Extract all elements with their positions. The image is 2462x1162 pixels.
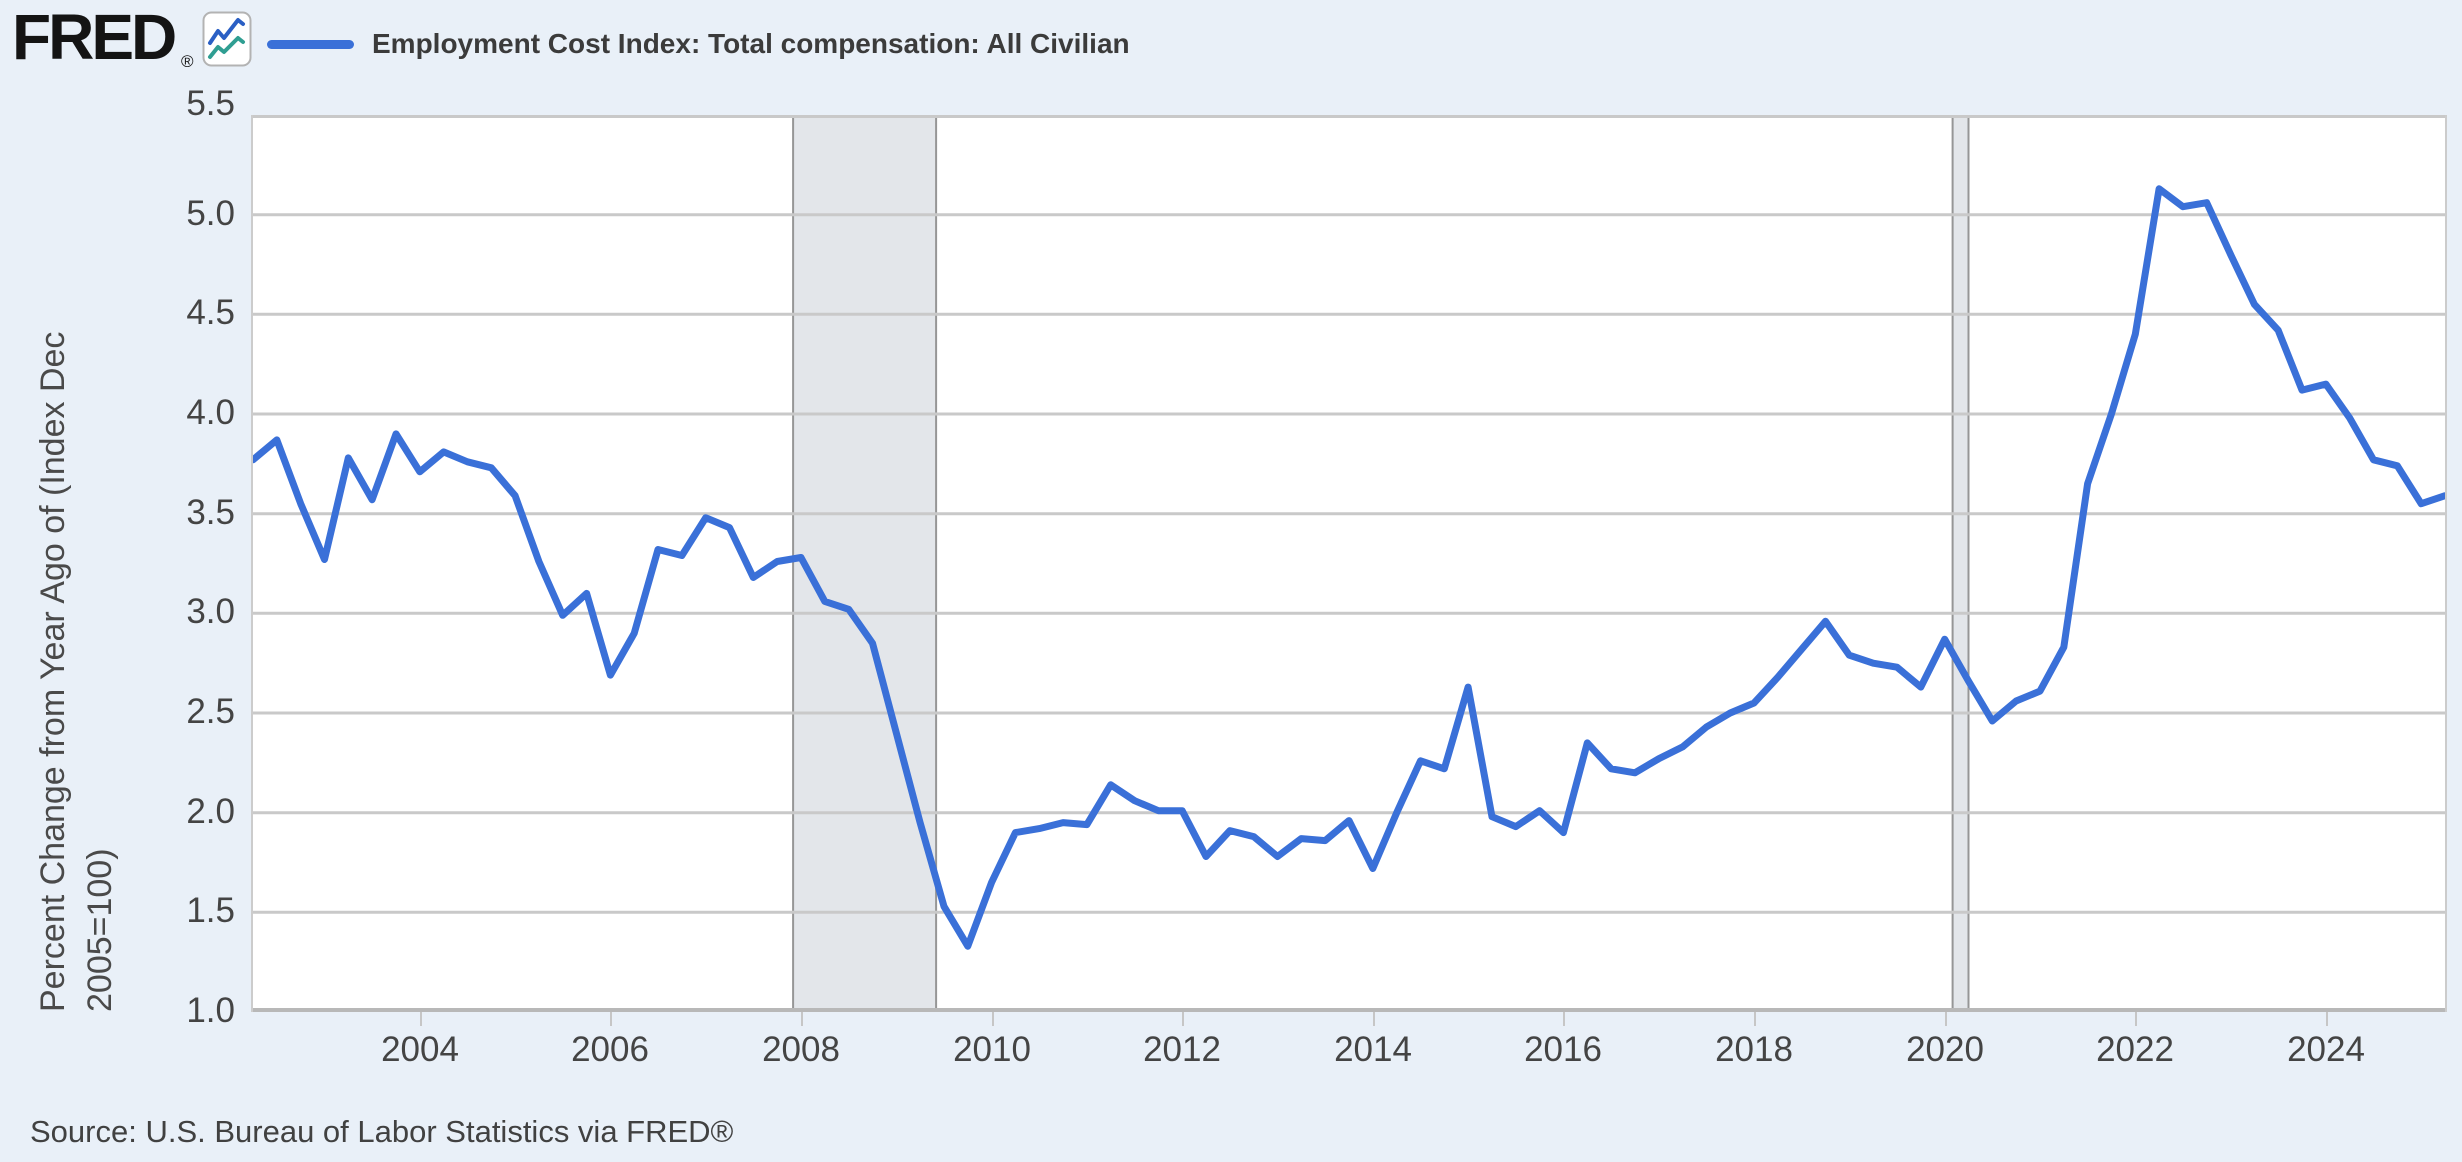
y-axis-tick-label: 2.0 [186,791,235,831]
data-line-series[interactable] [253,185,2445,950]
y-axis-tick-label: 1.0 [186,991,235,1031]
recession-band [1951,115,1970,1012]
y-axis-label-line2: 2005=100) [81,848,119,1012]
y-axis-tick-label: 3.5 [186,492,235,532]
y-axis-label-line1: Percent Change from Year Ago of (Index D… [34,331,72,1012]
x-axis-tick-label: 2010 [953,1030,1031,1069]
x-axis-tick-label: 2024 [2287,1030,2365,1069]
recession-band [792,115,938,1012]
chart-canvas [253,115,2445,1012]
chart-header: FRED ® Employment Cost Index: Total comp… [0,0,2462,80]
x-axis-tick-label: 2004 [381,1030,459,1069]
x-axis-tick-label: 2008 [762,1030,840,1069]
x-axis-tick-mark [1563,1012,1565,1026]
x-axis-tick-mark [2135,1012,2137,1026]
legend-line-sample [267,40,354,49]
x-axis-tick-mark [1754,1012,1756,1026]
y-axis-tick-label: 2.5 [186,692,235,732]
x-axis-tick-mark [1373,1012,1375,1026]
y-axis-label: Percent Change from Year Ago of (Index D… [30,115,126,1012]
x-axis-tick-label: 2018 [1715,1030,1793,1069]
y-axis-tick-label: 4.5 [186,293,235,333]
x-axis-tick-label: 2020 [1906,1030,1984,1069]
x-axis-tick-mark [2326,1012,2328,1026]
x-axis-tick-mark [801,1012,803,1026]
x-axis-tick-mark [992,1012,994,1026]
plot-area[interactable] [251,115,2447,1012]
x-axis-tick-label: 2014 [1334,1030,1412,1069]
x-axis-tick-mark [1182,1012,1184,1026]
y-axis-tick-label: 5.5 [186,84,235,124]
line-chart-icon [202,11,252,67]
y-axis-tick-label: 1.5 [186,891,235,931]
y-axis-tick-label: 3.0 [186,592,235,632]
y-axis-tick-label: 4.0 [186,393,235,433]
x-axis-tick-label: 2022 [2096,1030,2174,1069]
x-axis-tick-mark [420,1012,422,1026]
fred-logo[interactable]: FRED [12,1,177,73]
x-axis-tick-label: 2006 [571,1030,649,1069]
x-axis-tick-mark [610,1012,612,1026]
source-attribution: Source: U.S. Bureau of Labor Statistics … [30,1114,734,1149]
x-axis-tick-label: 2012 [1143,1030,1221,1069]
x-axis-tick-label: 2016 [1524,1030,1602,1069]
y-axis-tick-label: 5.0 [186,193,235,233]
series-title[interactable]: Employment Cost Index: Total compensatio… [372,28,1130,59]
x-axis-tick-mark [1945,1012,1947,1026]
registered-trademark: ® [181,52,194,71]
